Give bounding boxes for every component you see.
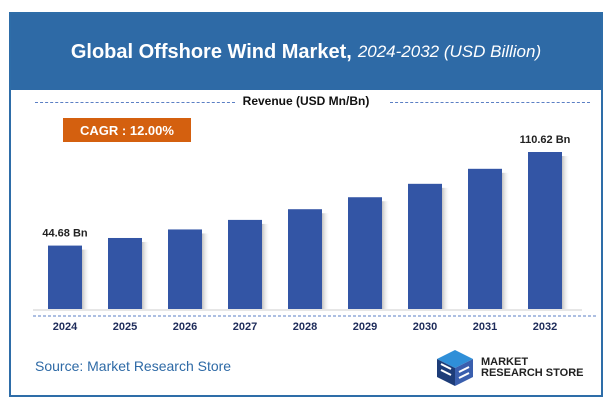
bar-2027	[228, 219, 262, 309]
x-tick-label: 2026	[173, 321, 197, 333]
bar-shadow	[142, 241, 150, 309]
bar-shadow	[82, 249, 90, 309]
bar-2024	[48, 245, 82, 309]
bar-2032	[528, 152, 562, 309]
chart-header: Global Offshore Wind Market, 2024-2032 (…	[11, 14, 601, 90]
logo-line2: RESEARCH STORE	[481, 367, 584, 379]
logo-line1: MARKET	[481, 356, 529, 368]
x-tick-label: 2028	[293, 321, 317, 333]
bar-2030	[408, 183, 442, 309]
bar-shadow	[202, 233, 210, 309]
x-tick-label: 2027	[233, 321, 257, 333]
bar-shadow	[382, 201, 390, 309]
logo-cube-icon	[437, 350, 473, 386]
bar-shadow	[442, 187, 450, 309]
data-label: 44.68 Bn	[42, 228, 88, 240]
x-tick-label: 2030	[413, 321, 437, 333]
chart-subtitle: 2024-2032 (USD Billion)	[357, 42, 542, 61]
x-tick-label: 2025	[113, 321, 137, 333]
bar-shadow	[502, 172, 510, 309]
bar-shadow	[322, 213, 330, 309]
x-tick-label: 2029	[353, 321, 377, 333]
bar-2031	[468, 168, 502, 309]
logo: MARKET RESEARCH STORE	[435, 348, 583, 388]
source-text: Source: Market Research Store	[35, 358, 232, 374]
x-tick-label: 2024	[53, 321, 78, 333]
revenue-label: Revenue (USD Mn/Bn)	[242, 94, 370, 108]
bar-2029	[348, 197, 382, 309]
divider-right	[390, 102, 590, 103]
x-tick-label: 2031	[473, 321, 497, 333]
divider-left	[35, 102, 235, 103]
chart-title: Global Offshore Wind Market,	[70, 40, 352, 63]
bar-2025	[108, 237, 142, 309]
bar-shadow	[262, 223, 270, 309]
cagr-badge: CAGR : 12.00%	[63, 118, 191, 142]
bar-2026	[168, 229, 202, 309]
bar-2028	[288, 209, 322, 309]
bar-shadow	[562, 156, 570, 309]
x-tick-label: 2032	[533, 321, 557, 333]
data-label: 110.62 Bn	[520, 134, 571, 146]
